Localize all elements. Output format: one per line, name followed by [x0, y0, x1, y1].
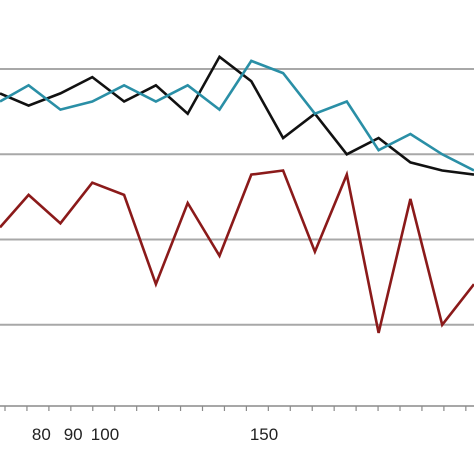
series-black-line [0, 54, 474, 176]
series-lines [0, 54, 474, 334]
x-tick-label-100: 100 [91, 425, 119, 444]
x-tick-label-80: 80 [32, 425, 51, 444]
x-tick-label-90: 90 [64, 425, 83, 444]
x-axis-ticks [4, 406, 467, 411]
series-red-line [0, 169, 474, 334]
series-teal-line [0, 59, 474, 172]
x-tick-label-150: 150 [250, 425, 278, 444]
x-axis-tick-labels: 80 90 100 150 [32, 425, 278, 444]
